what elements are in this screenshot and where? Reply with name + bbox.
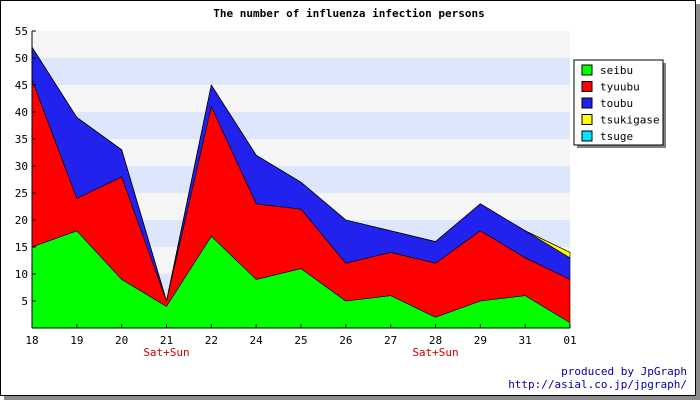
legend-label-tyuubu: tyuubu	[600, 81, 640, 94]
axes: 5 10 15 20 25 30 35 40 45 50 55 18 19 20 21 22 24 25 26 27 2…	[15, 25, 577, 359]
x-tick-label: 20	[115, 334, 128, 347]
y-tick-label: 35	[15, 133, 28, 146]
credit: produced by JpGraph http://asial.co.jp/j…	[508, 365, 687, 391]
y-tick-label: 5	[21, 295, 28, 308]
x-tick-label: 31	[519, 334, 532, 347]
legend-swatch-tsukigase	[581, 114, 593, 125]
x-tick-label: 28	[429, 334, 442, 347]
x-tick-label: 21	[160, 334, 173, 347]
x-tick-label: 25	[294, 334, 307, 347]
y-tick-label: 55	[15, 25, 28, 38]
legend-label-toubu: toubu	[600, 97, 633, 110]
x-tick-label: 18	[25, 334, 38, 347]
legend-swatch-tyuubu	[581, 81, 593, 92]
y-tick-label: 40	[15, 106, 28, 119]
y-tick-label: 25	[15, 187, 28, 200]
x-tick-label: 01	[563, 334, 576, 347]
legend-label-tsuge: tsuge	[600, 130, 633, 143]
series-area-tsuge	[31, 46, 571, 302]
y-tick-label: 50	[15, 52, 28, 65]
x-tick-label: 19	[70, 334, 83, 347]
credit-line-1: produced by JpGraph	[561, 365, 687, 378]
x-tick-label: 27	[384, 334, 397, 347]
legend-swatch-tsuge	[581, 130, 593, 142]
x-tick-label: 26	[339, 334, 352, 347]
grid-band	[32, 58, 570, 85]
weekend-label: Sat+Sun	[143, 346, 189, 359]
y-tick-label: 15	[15, 241, 28, 254]
weekend-label: Sat+Sun	[412, 346, 458, 359]
legend-label-tsukigase: tsukigase	[600, 114, 660, 127]
chart-title: The number of influenza infection person…	[213, 7, 485, 20]
y-tick-label: 45	[15, 79, 28, 92]
y-tick-label: 20	[15, 214, 28, 227]
y-tick-label: 30	[15, 160, 28, 173]
area-chart: The number of influenza infection person…	[15, 7, 666, 359]
x-tick-label: 22	[205, 334, 218, 347]
legend-swatch-seibu	[581, 64, 593, 76]
legend: seibu tyuubu toubu tsukigase tsuge	[573, 59, 666, 148]
x-tick-label: 24	[250, 334, 264, 347]
credit-link[interactable]: http://asial.co.jp/jpgraph/	[508, 378, 687, 391]
y-tick-label: 10	[15, 268, 28, 281]
legend-swatch-toubu	[581, 97, 593, 109]
x-tick-label: 29	[474, 334, 487, 347]
legend-label-seibu: seibu	[600, 64, 633, 77]
area-series	[31, 46, 571, 329]
grid-band	[32, 112, 570, 139]
